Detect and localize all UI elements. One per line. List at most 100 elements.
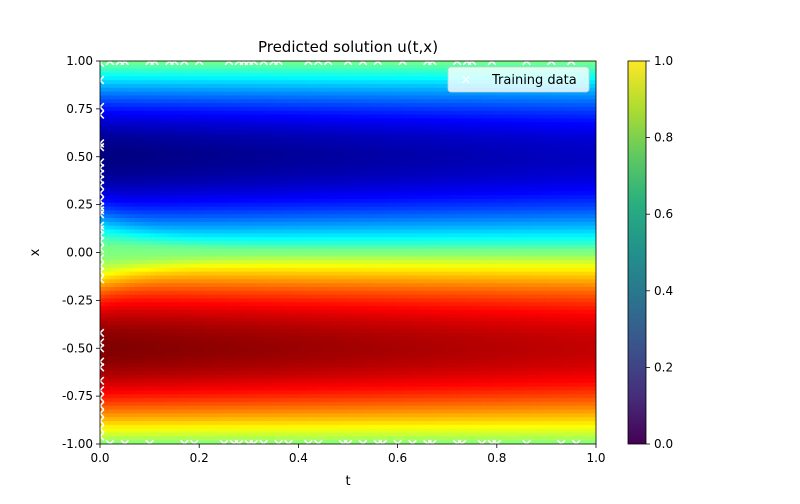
heatmap-cell xyxy=(109,106,116,112)
heatmap-cell xyxy=(214,225,220,231)
heatmap-cell xyxy=(318,421,324,426)
heatmap-cell xyxy=(333,309,339,315)
heatmap-cell xyxy=(194,256,200,261)
heatmap-cell xyxy=(268,271,275,277)
heatmap-cell xyxy=(233,106,240,112)
heatmap-cell xyxy=(164,325,171,330)
heatmap-cell xyxy=(263,283,270,288)
heatmap-cell xyxy=(323,436,329,441)
heatmap-cell xyxy=(194,202,200,208)
heatmap-cell xyxy=(278,149,285,154)
heatmap-cell xyxy=(228,352,235,357)
heatmap-cell xyxy=(144,241,151,246)
heatmap-cell xyxy=(204,175,210,181)
heatmap-cell xyxy=(258,306,265,311)
heatmap-cell xyxy=(273,398,280,403)
heatmap-cell xyxy=(328,244,334,250)
heatmap-cell xyxy=(189,237,195,242)
heatmap-cell xyxy=(124,244,131,250)
heatmap-cell xyxy=(333,375,339,380)
heatmap-cell xyxy=(129,129,136,135)
heatmap-cell xyxy=(109,417,116,422)
heatmap-cell xyxy=(119,76,126,81)
heatmap-cell xyxy=(114,122,121,127)
heatmap-cell xyxy=(278,175,285,181)
heatmap-cell xyxy=(169,271,175,277)
heatmap-cell xyxy=(164,352,171,357)
heatmap-cell xyxy=(114,175,121,181)
heatmap-cell xyxy=(313,348,319,353)
heatmap-cell xyxy=(214,286,220,292)
heatmap-cell xyxy=(288,283,295,288)
heatmap-cell xyxy=(303,137,309,143)
heatmap-cell xyxy=(303,382,309,388)
heatmap-cell xyxy=(308,363,314,368)
heatmap-cell xyxy=(100,129,106,135)
heatmap-cell xyxy=(189,271,195,277)
heatmap-cell xyxy=(263,298,270,303)
heatmap-cell xyxy=(149,340,156,346)
heatmap-cell xyxy=(288,191,295,196)
heatmap-cell xyxy=(114,145,121,150)
heatmap-cell xyxy=(154,68,161,74)
heatmap-cell xyxy=(283,179,290,185)
heatmap-cell xyxy=(338,436,344,441)
heatmap-cell xyxy=(343,149,349,154)
heatmap-cell xyxy=(224,306,230,311)
heatmap-cell xyxy=(263,267,270,273)
heatmap-cell xyxy=(100,424,106,430)
heatmap-cell xyxy=(134,401,141,407)
heatmap-cell xyxy=(139,256,146,261)
heatmap-cell xyxy=(134,160,141,166)
heatmap-cell xyxy=(298,95,304,100)
heatmap-cell xyxy=(179,294,185,300)
heatmap-cell xyxy=(134,321,141,326)
heatmap-cell xyxy=(248,187,255,192)
heatmap-cell xyxy=(343,110,349,116)
heatmap-cell xyxy=(308,279,314,284)
heatmap-cell xyxy=(308,309,314,315)
heatmap-cell xyxy=(308,133,314,139)
heatmap-cell xyxy=(278,286,285,292)
heatmap-cell xyxy=(119,279,126,284)
heatmap-cell xyxy=(288,367,295,372)
heatmap-cell xyxy=(189,152,195,158)
heatmap-cell xyxy=(214,221,220,227)
heatmap-cell xyxy=(248,378,255,384)
heatmap-cell xyxy=(134,187,141,192)
heatmap-cell xyxy=(134,359,141,365)
heatmap-cell xyxy=(119,95,126,100)
heatmap-cell xyxy=(144,225,151,231)
heatmap-cell xyxy=(268,114,275,120)
heatmap-cell xyxy=(308,91,314,97)
heatmap-cell xyxy=(313,405,319,411)
heatmap-cell xyxy=(263,332,270,338)
heatmap-cell xyxy=(308,202,314,208)
heatmap-cell xyxy=(204,352,210,357)
heatmap-cell xyxy=(104,309,111,315)
heatmap-cell xyxy=(154,206,161,211)
heatmap-cell xyxy=(199,398,205,403)
heatmap-cell xyxy=(209,340,215,346)
heatmap-cell xyxy=(194,122,200,127)
heatmap-cell xyxy=(338,233,344,238)
heatmap-cell xyxy=(273,214,280,219)
heatmap-cell xyxy=(278,145,285,150)
heatmap-cell xyxy=(333,298,339,303)
heatmap-cell xyxy=(194,344,200,349)
heatmap-cell xyxy=(233,371,240,376)
heatmap-cell xyxy=(248,409,255,414)
heatmap-cell xyxy=(278,313,285,319)
heatmap-cell xyxy=(109,256,116,261)
heatmap-cell xyxy=(268,206,275,211)
heatmap-cell xyxy=(109,164,116,169)
heatmap-cell xyxy=(214,394,220,399)
heatmap-cell xyxy=(189,375,195,380)
heatmap-cell xyxy=(283,129,290,135)
heatmap-cell xyxy=(273,126,280,131)
heatmap-cell xyxy=(104,367,111,372)
heatmap-cell xyxy=(298,306,304,311)
heatmap-cell xyxy=(308,382,314,388)
heatmap-cell xyxy=(114,172,121,177)
heatmap-cell xyxy=(204,302,210,307)
